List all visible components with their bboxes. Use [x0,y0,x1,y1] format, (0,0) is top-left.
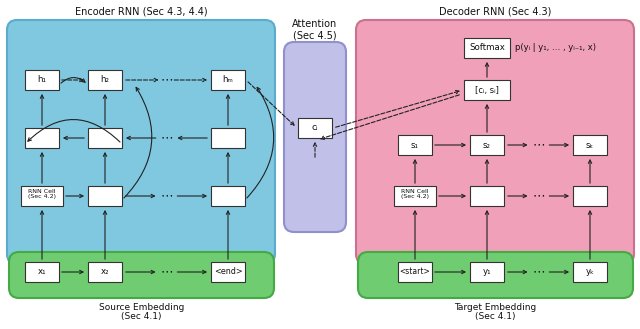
Text: Decoder RNN (Sec 4.3): Decoder RNN (Sec 4.3) [439,7,551,17]
Text: Encoder RNN (Sec 4.3, 4.4): Encoder RNN (Sec 4.3, 4.4) [75,7,207,17]
FancyBboxPatch shape [470,135,504,155]
Text: RNN Cell
(Sec 4.2): RNN Cell (Sec 4.2) [28,189,56,199]
FancyBboxPatch shape [470,262,504,282]
FancyBboxPatch shape [88,128,122,148]
Text: x₁: x₁ [38,267,46,276]
FancyBboxPatch shape [464,38,510,58]
Text: sₖ: sₖ [586,140,594,149]
Text: (Sec 4.1): (Sec 4.1) [476,313,516,321]
Text: y₁: y₁ [483,267,492,276]
FancyBboxPatch shape [21,186,63,206]
FancyBboxPatch shape [470,186,504,206]
FancyBboxPatch shape [573,262,607,282]
Text: (Sec 4.1): (Sec 4.1) [121,313,162,321]
Text: h₂: h₂ [100,75,109,85]
FancyBboxPatch shape [211,186,245,206]
Text: Attention
(Sec 4.5): Attention (Sec 4.5) [292,19,338,41]
FancyBboxPatch shape [211,70,245,90]
Text: ⋯: ⋯ [160,266,173,279]
FancyBboxPatch shape [25,70,59,90]
FancyBboxPatch shape [358,252,633,298]
Text: Source Embedding: Source Embedding [99,303,184,313]
FancyBboxPatch shape [88,186,122,206]
Text: ⋯: ⋯ [532,139,545,151]
Text: Target Embedding: Target Embedding [454,303,536,313]
FancyBboxPatch shape [25,262,59,282]
FancyBboxPatch shape [25,128,59,148]
Text: [cᵢ, sᵢ]: [cᵢ, sᵢ] [475,86,499,94]
Text: RNN Cell
(Sec 4.2): RNN Cell (Sec 4.2) [401,189,429,199]
Text: ⋯: ⋯ [160,190,173,203]
Text: yₖ: yₖ [586,267,595,276]
Text: p(yᵢ | y₁, … , yᵢ₋₁, x): p(yᵢ | y₁, … , yᵢ₋₁, x) [515,43,596,53]
FancyBboxPatch shape [573,135,607,155]
Text: s₁: s₁ [411,140,419,149]
FancyBboxPatch shape [211,128,245,148]
FancyBboxPatch shape [88,262,122,282]
FancyBboxPatch shape [464,80,510,100]
FancyBboxPatch shape [7,20,275,264]
FancyBboxPatch shape [298,118,332,138]
FancyBboxPatch shape [284,42,346,232]
FancyBboxPatch shape [398,262,432,282]
Text: cᵢ: cᵢ [312,123,318,133]
Text: s₂: s₂ [483,140,491,149]
FancyBboxPatch shape [398,135,432,155]
FancyBboxPatch shape [9,252,274,298]
FancyBboxPatch shape [356,20,634,264]
Text: ⋯: ⋯ [160,73,173,87]
Text: <start>: <start> [399,267,430,276]
Text: ⋯: ⋯ [532,266,545,279]
Text: ⋯: ⋯ [160,132,173,144]
FancyBboxPatch shape [573,186,607,206]
Text: h₁: h₁ [38,75,47,85]
Text: Softmax: Softmax [469,43,505,53]
FancyBboxPatch shape [394,186,436,206]
Text: ⋯: ⋯ [532,190,545,203]
Text: hₘ: hₘ [223,75,234,85]
FancyBboxPatch shape [88,70,122,90]
Text: x₂: x₂ [100,267,109,276]
FancyBboxPatch shape [211,262,245,282]
Text: <end>: <end> [214,267,243,276]
